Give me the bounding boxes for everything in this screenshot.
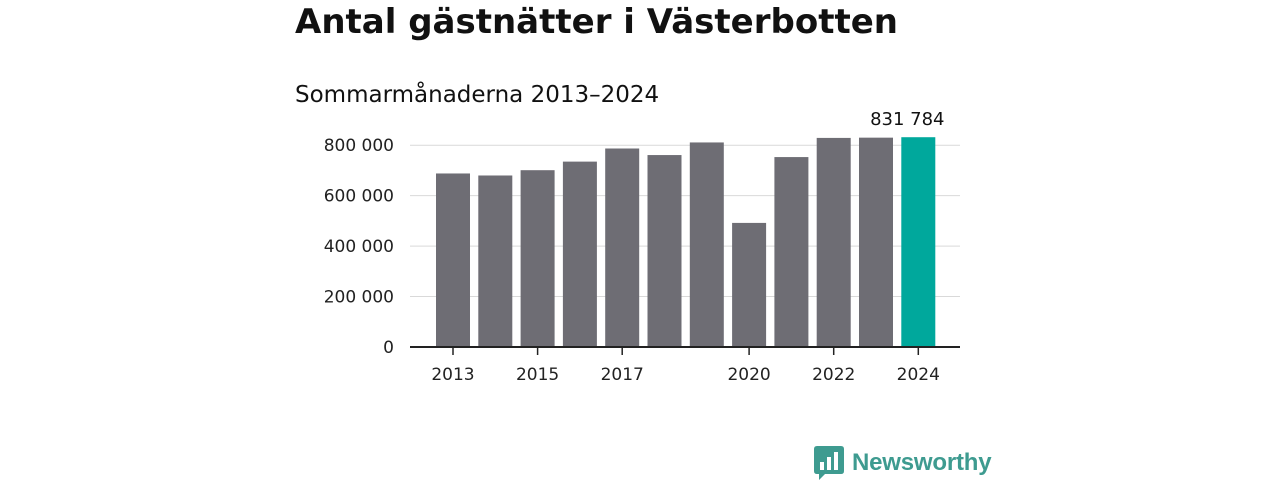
bars [436, 137, 936, 347]
bar-2024 [901, 137, 936, 347]
x-axis-ticks: 2013 2015 2017 2020 2022 2024 [431, 347, 940, 385]
highlight-value-label: 831 784 [870, 109, 944, 130]
brand-logo[interactable]: Newsworthy [814, 446, 992, 480]
bar-2020 [732, 222, 767, 347]
y-axis-ticks: 0 200 000 400 000 600 000 800 000 [324, 136, 394, 358]
bar-2014 [478, 175, 513, 347]
chart-subtitle: Sommarmånaderna 2013–2024 [295, 82, 660, 108]
x-tick-label: 2020 [727, 365, 770, 385]
x-tick-label: 2024 [897, 365, 940, 385]
x-tick-label: 2015 [516, 365, 559, 385]
bar-2015 [520, 170, 555, 347]
y-tick-label: 800 000 [324, 136, 394, 156]
brand-name: Newsworthy [852, 449, 992, 476]
bar-2023 [859, 137, 893, 347]
bar-2019 [689, 142, 724, 347]
bar-2021 [774, 157, 809, 347]
x-tick-label: 2017 [601, 365, 644, 385]
x-tick-label: 2022 [812, 365, 855, 385]
bar-2018 [647, 155, 682, 347]
y-tick-label: 400 000 [324, 237, 394, 257]
y-tick-label: 200 000 [324, 288, 394, 308]
chart-title: Antal gästnätter i Västerbotten [295, 2, 898, 42]
bar-2017 [605, 148, 640, 347]
y-tick-label: 600 000 [324, 187, 394, 207]
bar-2013 [436, 173, 470, 347]
bar-2022 [816, 137, 851, 347]
bar-2016 [562, 161, 597, 347]
y-tick-label: 0 [383, 338, 394, 358]
x-tick-label: 2013 [431, 365, 474, 385]
newsworthy-logo-icon [814, 446, 844, 480]
